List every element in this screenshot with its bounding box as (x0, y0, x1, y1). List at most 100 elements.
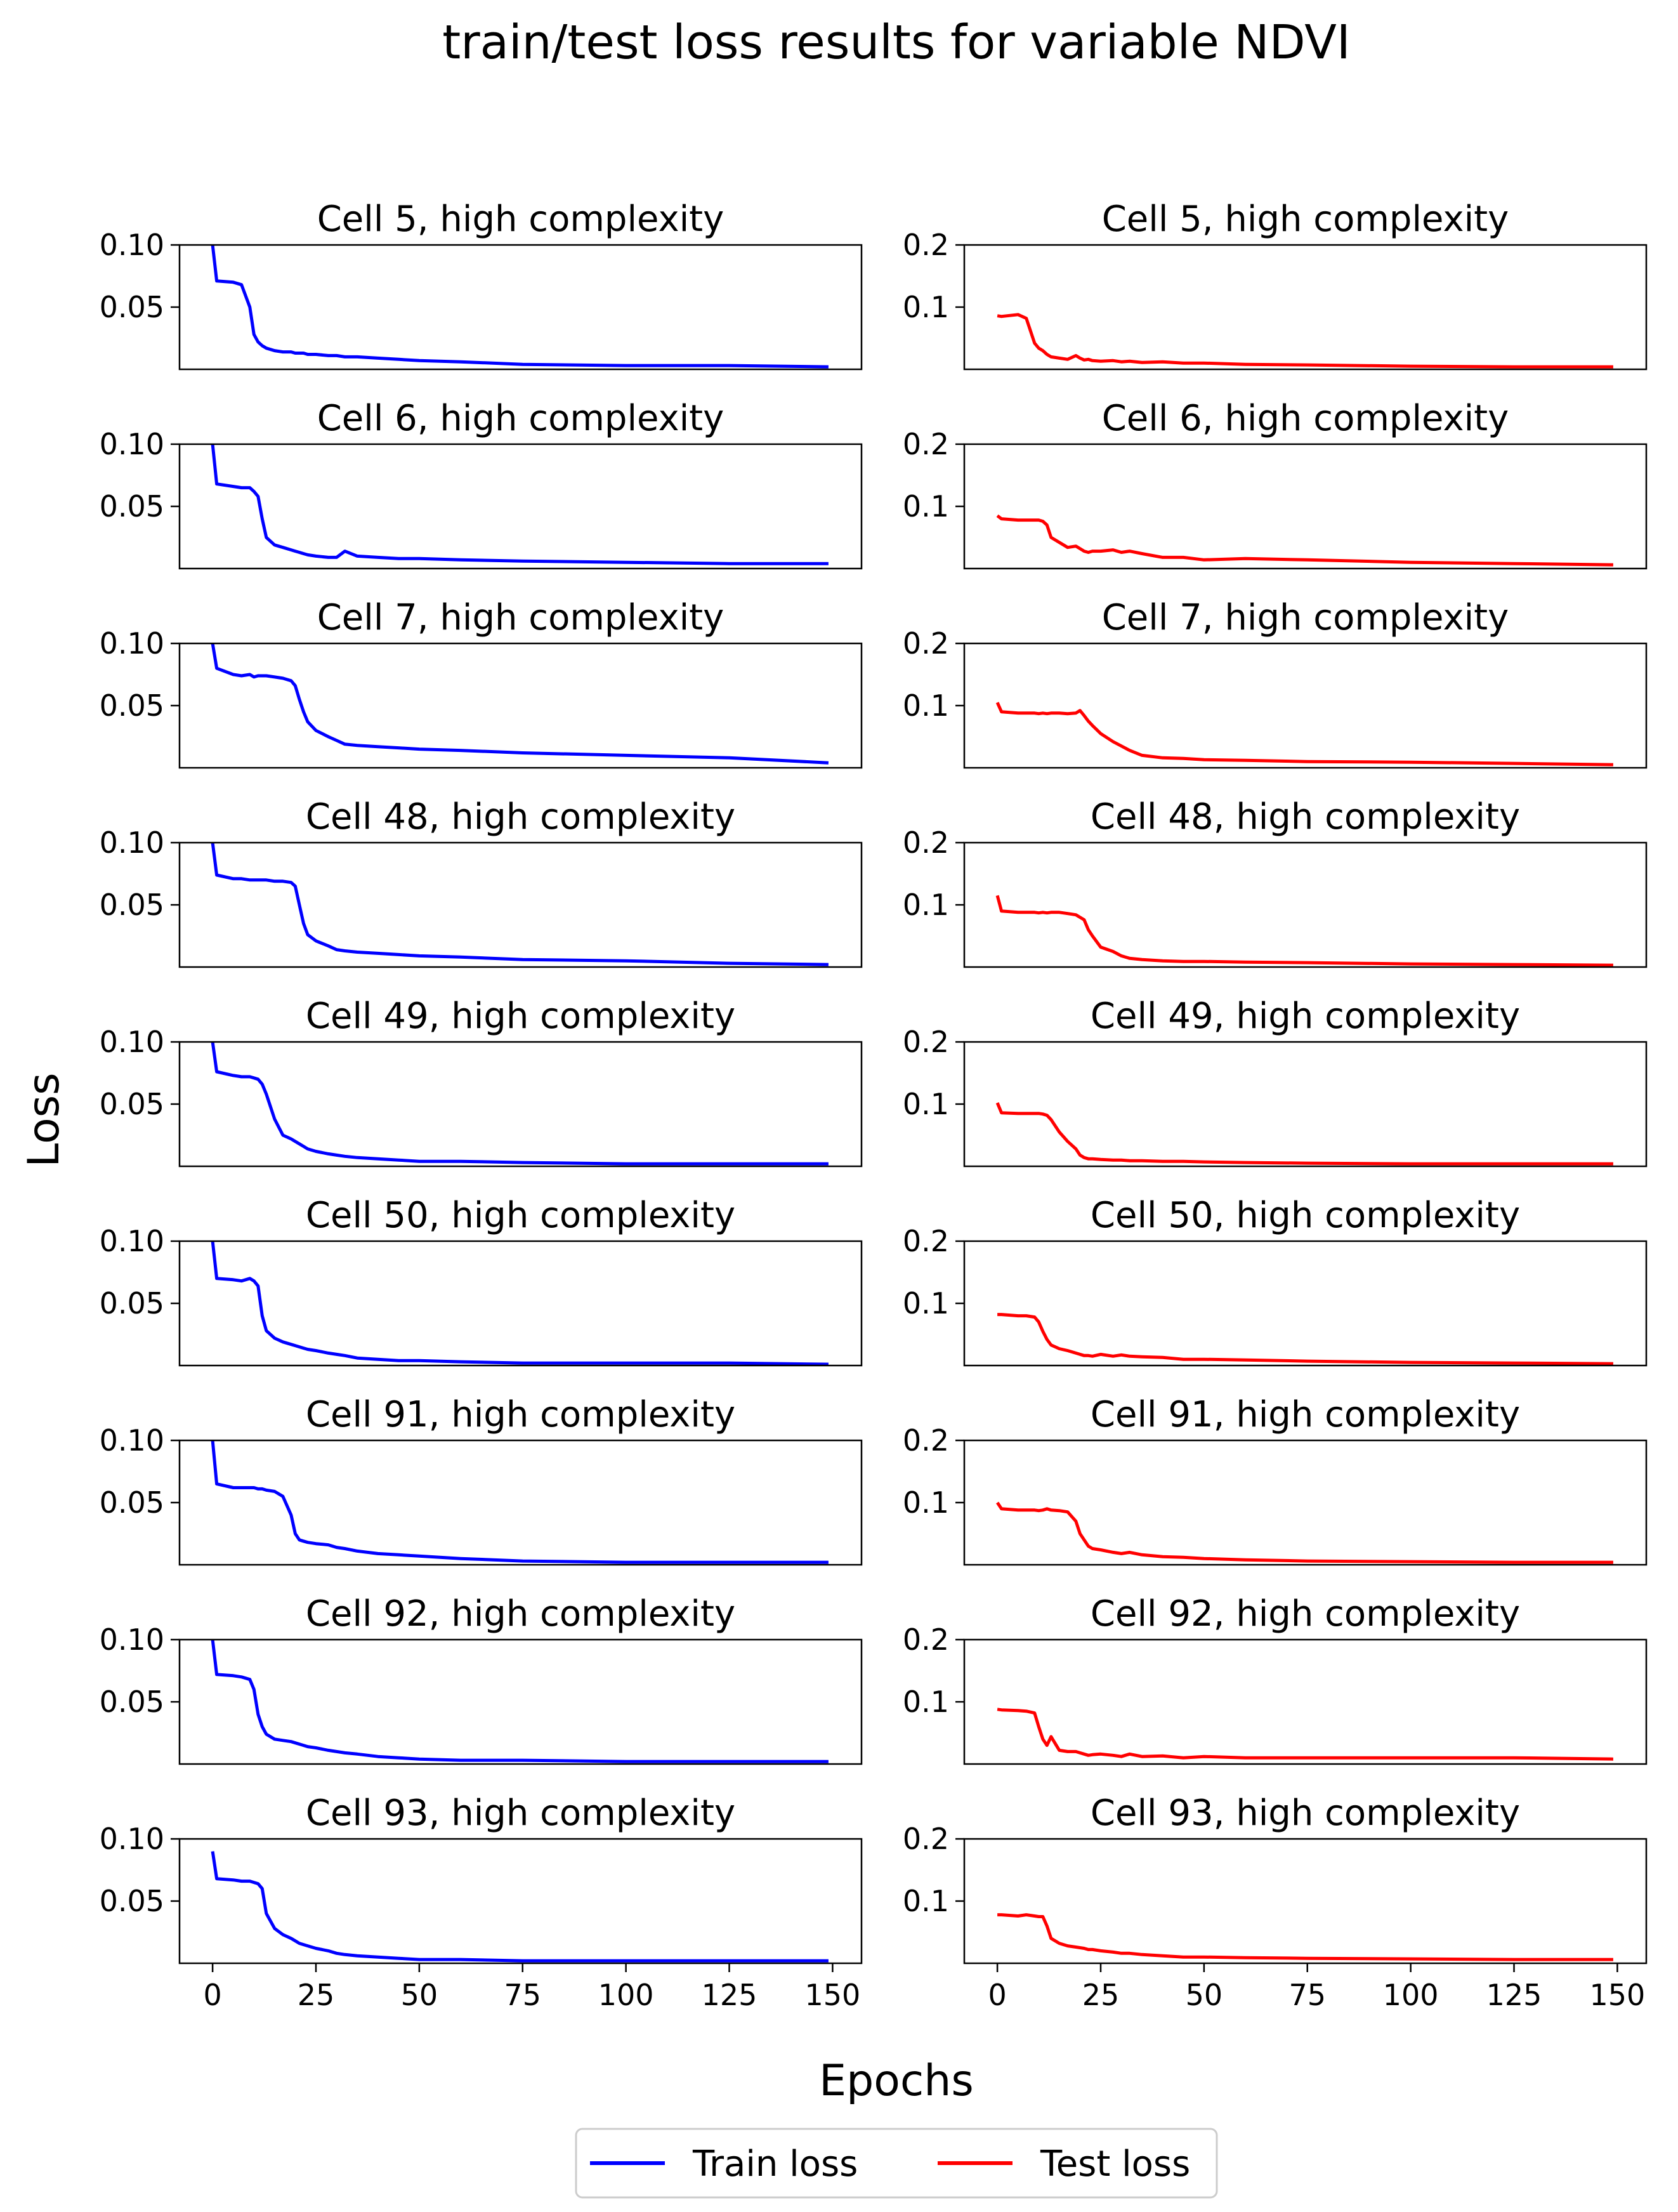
subplot-title: Cell 92, high complexity (1091, 1593, 1520, 1635)
axes-frame (178, 1838, 863, 1965)
y-tick-label: 0.10 (100, 1623, 164, 1657)
legend-test-label: Test loss (1040, 2143, 1190, 2185)
train-loss-line (211, 244, 829, 369)
x-tick-label: 75 (1288, 1978, 1326, 2012)
subplot-train: Cell 5, high complexity 0.05 0.10 (100, 199, 863, 371)
subplot-title: Cell 5, high complexity (1102, 199, 1509, 240)
subplot-test: Cell 6, high complexity 0.1 0.2 (903, 398, 1648, 570)
subplot-train: Cell 7, high complexity 0.05 0.10 (100, 597, 863, 769)
y-tick-label: 0.2 (903, 1423, 949, 1458)
subplot-title: Cell 7, high complexity (1102, 597, 1509, 638)
x-tick-label: 125 (1486, 1978, 1542, 2012)
y-tick-label: 0.05 (100, 688, 164, 723)
subplot-title: Cell 93, high complexity (1091, 1793, 1520, 1834)
y-tick-label: 0.2 (903, 1822, 949, 1856)
y-tick-label: 0.2 (903, 1623, 949, 1657)
y-tick-label: 0.1 (903, 290, 949, 324)
subplot-title: Cell 6, high complexity (1102, 398, 1509, 439)
subplot-train: Cell 48, high complexity 0.05 0.10 (100, 796, 863, 968)
y-tick-label: 0.05 (100, 1485, 164, 1520)
axes-frame (963, 244, 1648, 371)
y-tick-label: 0.1 (903, 688, 949, 723)
y-tick-label: 0.1 (903, 489, 949, 523)
x-tick-label: 100 (1383, 1978, 1439, 2012)
y-tick-label: 0.05 (100, 489, 164, 523)
y-tick-label: 0.2 (903, 1224, 949, 1258)
test-loss-line (995, 1102, 1613, 1166)
subplot-title: Cell 92, high complexity (306, 1593, 735, 1635)
subplot-train: Cell 49, high complexity 0.05 0.10 (100, 996, 863, 1168)
test-loss-line (997, 313, 1613, 369)
subplot-title: Cell 49, high complexity (1091, 996, 1520, 1037)
subplot-test: Cell 91, high complexity 0.1 0.2 (903, 1394, 1648, 1566)
y-tick-label: 0.1 (903, 1485, 949, 1520)
y-tick-label: 0.05 (100, 1286, 164, 1320)
y-tick-label: 0.05 (100, 290, 164, 324)
subplot-train: Cell 93, high complexity 0.05 0.10 0 25 50 75 1… (100, 1793, 863, 2012)
subplot-title: Cell 50, high complexity (306, 1195, 735, 1236)
axes-frame (178, 642, 863, 769)
subplot-title: Cell 48, high complexity (306, 796, 735, 838)
train-loss-line (211, 1639, 829, 1763)
test-loss-line (995, 702, 1613, 767)
subplot-train: Cell 50, high complexity 0.05 0.10 (100, 1195, 863, 1367)
y-tick-label: 0.1 (903, 1286, 949, 1320)
y-tick-label: 0.2 (903, 626, 949, 661)
train-loss-line (211, 1041, 829, 1166)
x-tick-label: 50 (1186, 1978, 1223, 2012)
axes-frame (178, 1240, 863, 1367)
y-tick-label: 0.1 (903, 888, 949, 922)
subplot-title: Cell 91, high complexity (306, 1394, 735, 1435)
y-tick-label: 0.05 (100, 888, 164, 922)
y-axis-label: Loss (19, 1072, 69, 1167)
x-tick-label: 25 (298, 1978, 335, 2012)
x-tick-label: 25 (1082, 1978, 1120, 2012)
y-tick-label: 0.10 (100, 228, 164, 262)
train-loss-line (211, 842, 829, 966)
x-tick-label: 75 (504, 1978, 541, 2012)
y-tick-label: 0.10 (100, 1822, 164, 1856)
train-loss-line (211, 1241, 829, 1366)
test-loss-line (996, 1501, 1613, 1564)
subplot-test: Cell 7, high complexity 0.1 0.2 (903, 597, 1648, 769)
legend-train-label: Train loss (692, 2143, 858, 2185)
subplot-test: Cell 48, high complexity 0.1 0.2 (903, 796, 1648, 968)
axes-frame (963, 642, 1648, 769)
axes-frame (178, 841, 863, 968)
subplot-train: Cell 6, high complexity 0.05 0.10 (100, 398, 863, 570)
axes-frame (178, 443, 863, 570)
axes-frame (963, 1041, 1648, 1168)
train-loss-line (211, 643, 829, 765)
axes-frame (178, 1439, 863, 1566)
subplot-title: Cell 49, high complexity (306, 996, 735, 1037)
x-tick-label: 0 (203, 1978, 221, 2012)
subplot-test: Cell 49, high complexity 0.1 0.2 (903, 996, 1648, 1168)
subplot-title: Cell 7, high complexity (317, 597, 724, 638)
y-tick-label: 0.10 (100, 1224, 164, 1258)
train-loss-line (211, 1851, 829, 1963)
test-loss-line (996, 514, 1613, 567)
y-tick-label: 0.2 (903, 826, 949, 860)
subplot-title: Cell 50, high complexity (1091, 1195, 1520, 1236)
axes-frame (178, 1041, 863, 1168)
y-tick-label: 0.10 (100, 626, 164, 661)
train-loss-line (211, 444, 829, 565)
axes-frame (963, 1439, 1648, 1566)
y-tick-label: 0.2 (903, 1025, 949, 1059)
legend: Train loss Test loss (575, 2128, 1218, 2199)
y-tick-label: 0.2 (903, 427, 949, 461)
test-loss-line (997, 1708, 1613, 1761)
test-loss-line (995, 895, 1613, 967)
subplot-title: Cell 93, high complexity (306, 1793, 735, 1834)
y-tick-label: 0.10 (100, 826, 164, 860)
y-tick-label: 0.05 (100, 1685, 164, 1719)
subplot-title: Cell 5, high complexity (317, 199, 724, 240)
x-axis-label: Epochs (819, 2056, 974, 2106)
subplot-test: Cell 5, high complexity 0.1 0.2 (903, 199, 1648, 371)
y-tick-label: 0.10 (100, 1025, 164, 1059)
subplot-test: Cell 50, high complexity 0.1 0.2 (903, 1195, 1648, 1367)
axes-frame (178, 1638, 863, 1765)
x-tick-label: 100 (598, 1978, 654, 2012)
